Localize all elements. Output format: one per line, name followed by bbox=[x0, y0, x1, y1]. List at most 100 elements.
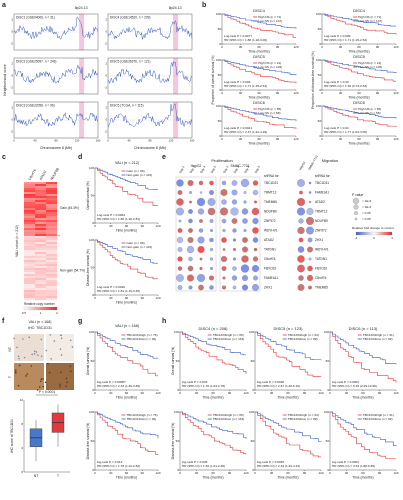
row-label: T bbox=[8, 376, 12, 378]
effect-dot bbox=[197, 245, 205, 254]
gene-label: ZHX1 bbox=[264, 285, 272, 289]
effect-dot bbox=[252, 237, 259, 243]
x-tick-label: 60 bbox=[257, 137, 261, 141]
y-tick-label: 0 bbox=[327, 468, 329, 472]
region-label: 8p24.13 bbox=[169, 6, 182, 10]
cell bbox=[37, 354, 39, 356]
heat-cell bbox=[35, 262, 46, 265]
heat-cell bbox=[46, 292, 57, 295]
cell bbox=[31, 353, 33, 356]
highlight-band bbox=[79, 58, 85, 94]
y-tick-label: 100 bbox=[249, 410, 254, 414]
effect-dot bbox=[306, 208, 314, 215]
heat-cell bbox=[24, 204, 35, 207]
cell bbox=[59, 385, 61, 388]
x-axis-label: Time (months) bbox=[348, 141, 369, 145]
heat-cell bbox=[35, 190, 46, 193]
stat-text: Log-rank P = 0.0077 bbox=[224, 34, 252, 38]
day-label: Day 3 bbox=[189, 165, 197, 174]
stat-text: P < 0.0001 bbox=[39, 390, 56, 394]
stat-text: log-rank P = 0.0001 bbox=[332, 460, 359, 464]
y-tick-label: 50 bbox=[176, 439, 180, 443]
effect-dot bbox=[221, 237, 227, 243]
heat-cell bbox=[35, 268, 46, 271]
plot-title: DISC5 bbox=[253, 54, 266, 59]
survival-curve bbox=[95, 411, 159, 439]
heat-cell bbox=[24, 284, 35, 287]
y-tick-label: 100 bbox=[89, 166, 94, 170]
x-tick-label: 120 bbox=[293, 91, 298, 95]
cell bbox=[13, 337, 15, 340]
legend-entry: TBC1D31high (n = 76) bbox=[126, 333, 157, 337]
survival-curve bbox=[222, 13, 296, 38]
gene-label: WDYHV1 bbox=[264, 228, 278, 232]
cell bbox=[59, 348, 62, 350]
heat-cell bbox=[35, 254, 46, 257]
effect-dot bbox=[199, 266, 203, 271]
stat-text: log-rank P = 0.00087 bbox=[97, 380, 126, 384]
gene-label: ZNF572 bbox=[264, 219, 276, 223]
x-axis-label: Time (months) bbox=[348, 95, 369, 99]
effect-dot bbox=[306, 226, 314, 235]
score-line bbox=[107, 19, 193, 40]
heat-cell bbox=[46, 214, 57, 217]
heat-cell bbox=[46, 278, 57, 281]
day-label: Day 3 bbox=[233, 165, 241, 174]
plot-title: DISC5 bbox=[353, 54, 366, 59]
heat-cell bbox=[35, 252, 46, 255]
cell bbox=[14, 372, 17, 374]
cell bbox=[40, 355, 43, 358]
effect-dot bbox=[207, 207, 216, 216]
y-tick-label: 100 bbox=[174, 410, 179, 414]
heat-cell bbox=[46, 222, 57, 225]
heat-cell bbox=[46, 220, 57, 223]
cell bbox=[33, 353, 36, 355]
effect-dot bbox=[187, 274, 194, 282]
cell bbox=[40, 378, 43, 380]
heat-cell bbox=[35, 182, 46, 185]
effect-dot bbox=[220, 207, 228, 216]
legend-title: Relative fold change to control bbox=[352, 226, 394, 230]
heat-cell bbox=[24, 182, 35, 185]
day-label: Day 2 bbox=[178, 165, 186, 174]
x-tick-label: 120 bbox=[393, 471, 398, 475]
effect-dot bbox=[297, 207, 305, 216]
effect-dot bbox=[308, 200, 312, 204]
heat-cell bbox=[24, 202, 35, 205]
heat-cell bbox=[24, 210, 35, 213]
effect-dot bbox=[306, 274, 314, 282]
heat-cell bbox=[46, 210, 57, 213]
heat-cell bbox=[24, 248, 35, 251]
legend-entry: > 0.05 bbox=[362, 217, 371, 221]
heat-cell bbox=[24, 296, 35, 299]
x-tick-label: 0 bbox=[94, 391, 96, 395]
effect-dot bbox=[198, 180, 204, 186]
x-tick-label: 0 bbox=[321, 91, 323, 95]
cell bbox=[49, 334, 52, 336]
x-tick-label: 30 bbox=[345, 471, 349, 475]
cell bbox=[44, 381, 47, 384]
x-tick-label: 120 bbox=[393, 137, 398, 141]
survival-curve bbox=[95, 411, 158, 455]
stat-text: Log-rank P = 0.0064 bbox=[97, 213, 125, 217]
effect-dot bbox=[231, 275, 238, 281]
x-tick-label: 80 bbox=[148, 139, 152, 143]
heat-cell bbox=[46, 280, 57, 283]
survival-curve bbox=[95, 167, 158, 206]
x-tick-label: 60 bbox=[125, 296, 129, 300]
heat-cell bbox=[46, 218, 57, 221]
legend-entry: Low NS (n = 102) bbox=[258, 65, 282, 69]
effect-dot bbox=[251, 207, 260, 216]
x-tick-label: 90 bbox=[276, 91, 280, 95]
panel-label: c bbox=[2, 154, 6, 161]
cell bbox=[23, 356, 26, 359]
x-tick-label: 90 bbox=[303, 471, 307, 475]
heat-cell bbox=[46, 182, 57, 185]
x-axis-label: Time (months) bbox=[116, 395, 137, 399]
legend-entry: TBC1D31low (n = 143) bbox=[213, 337, 245, 341]
legend-entry: Low NS (n = 102) bbox=[358, 65, 382, 69]
x-tick-label: 30 bbox=[109, 471, 113, 475]
x-tick-label: 90 bbox=[276, 137, 280, 141]
effect-dot bbox=[297, 284, 305, 291]
heat-cell bbox=[24, 250, 35, 253]
